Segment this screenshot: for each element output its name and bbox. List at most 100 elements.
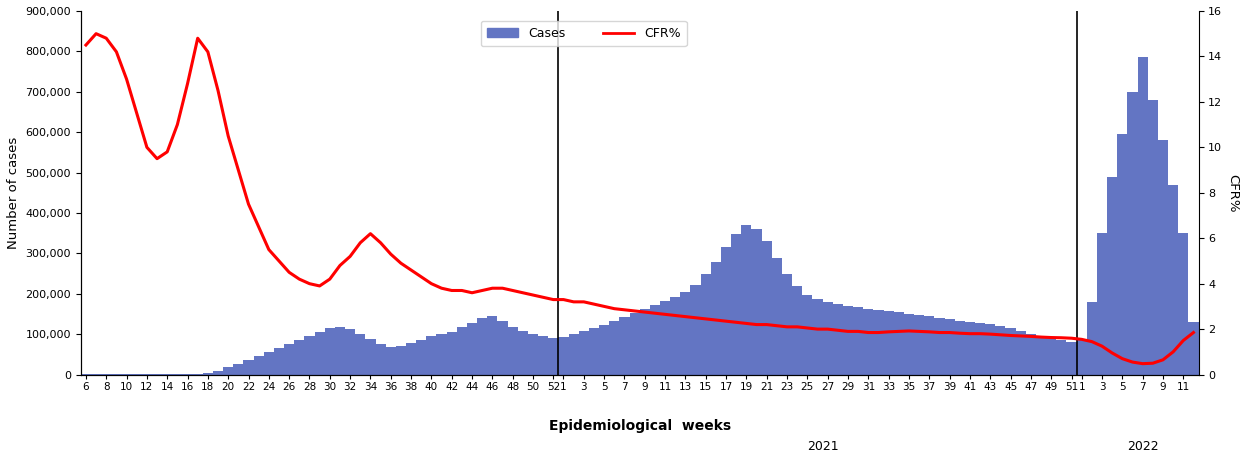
Bar — [680, 292, 690, 375]
Bar — [721, 247, 731, 375]
Bar — [365, 339, 375, 375]
Bar — [731, 234, 741, 375]
Bar — [1015, 331, 1025, 375]
Bar — [1096, 233, 1108, 375]
Bar — [335, 327, 345, 375]
Bar — [639, 309, 650, 375]
Bar — [1006, 328, 1015, 375]
Bar — [233, 365, 243, 375]
Bar — [589, 328, 599, 375]
Bar — [996, 326, 1006, 375]
Bar — [223, 367, 233, 375]
Y-axis label: Number of cases: Number of cases — [7, 136, 20, 249]
Bar — [1067, 342, 1077, 375]
Bar — [446, 332, 457, 375]
Legend: Cases, CFR%: Cases, CFR% — [481, 21, 687, 46]
Bar — [1108, 177, 1118, 375]
Bar — [915, 315, 925, 375]
Text: 2022: 2022 — [1126, 440, 1159, 453]
Bar — [1168, 185, 1179, 375]
Bar — [741, 225, 751, 375]
Bar — [457, 327, 467, 375]
Bar — [934, 318, 944, 375]
Bar — [325, 328, 335, 375]
Bar — [629, 313, 639, 375]
Bar — [507, 327, 518, 375]
Bar — [751, 229, 761, 375]
Bar — [284, 344, 294, 375]
Bar — [650, 305, 660, 375]
Bar — [842, 306, 854, 375]
Bar — [568, 334, 578, 375]
Bar — [670, 297, 680, 375]
Bar — [355, 334, 365, 375]
Bar — [345, 329, 355, 375]
Bar — [690, 285, 700, 375]
Bar — [944, 319, 954, 375]
Bar — [264, 352, 274, 375]
Bar — [1077, 340, 1087, 375]
Bar — [538, 336, 548, 375]
Bar — [254, 356, 264, 375]
Bar — [406, 343, 416, 375]
Bar — [710, 262, 721, 375]
Bar — [416, 340, 426, 375]
Bar — [954, 321, 964, 375]
Bar — [832, 304, 842, 375]
Bar — [903, 314, 915, 375]
Bar — [873, 310, 883, 375]
Bar — [822, 302, 832, 375]
Bar — [964, 322, 976, 375]
Bar — [1179, 233, 1189, 375]
Bar — [976, 323, 986, 375]
Bar — [294, 340, 304, 375]
Bar — [203, 372, 213, 375]
Bar — [619, 317, 629, 375]
Bar — [578, 331, 589, 375]
Bar — [609, 321, 619, 375]
Bar — [854, 307, 863, 375]
Bar — [193, 374, 203, 375]
Bar — [1057, 340, 1067, 375]
Bar — [467, 323, 477, 375]
X-axis label: Epidemiological  weeks: Epidemiological weeks — [548, 419, 730, 433]
Y-axis label: CFR%: CFR% — [1226, 174, 1239, 212]
Bar — [396, 346, 406, 375]
Bar — [487, 316, 497, 375]
Bar — [477, 318, 487, 375]
Bar — [1158, 140, 1168, 375]
Bar — [660, 300, 670, 375]
Text: 2021: 2021 — [806, 440, 839, 453]
Bar — [700, 274, 710, 375]
Bar — [792, 287, 802, 375]
Bar — [925, 316, 934, 375]
Bar — [599, 325, 609, 375]
Bar — [1047, 338, 1057, 375]
Bar — [1148, 100, 1158, 375]
Bar — [1025, 334, 1035, 375]
Bar — [314, 332, 325, 375]
Bar — [528, 334, 538, 375]
Bar — [1128, 92, 1138, 375]
Bar — [893, 312, 903, 375]
Bar — [1087, 302, 1096, 375]
Bar — [782, 273, 792, 375]
Bar — [426, 336, 436, 375]
Bar — [304, 336, 314, 375]
Bar — [986, 324, 996, 375]
Bar — [1035, 336, 1047, 375]
Bar — [1189, 322, 1199, 375]
Bar — [558, 338, 568, 375]
Bar — [497, 321, 507, 375]
Bar — [812, 300, 822, 375]
Bar — [243, 360, 254, 375]
Bar — [1118, 134, 1128, 375]
Bar — [548, 338, 558, 375]
Bar — [863, 309, 873, 375]
Bar — [213, 371, 223, 375]
Bar — [375, 344, 386, 375]
Bar — [802, 295, 812, 375]
Bar — [436, 334, 446, 375]
Bar — [518, 331, 528, 375]
Bar — [761, 241, 771, 375]
